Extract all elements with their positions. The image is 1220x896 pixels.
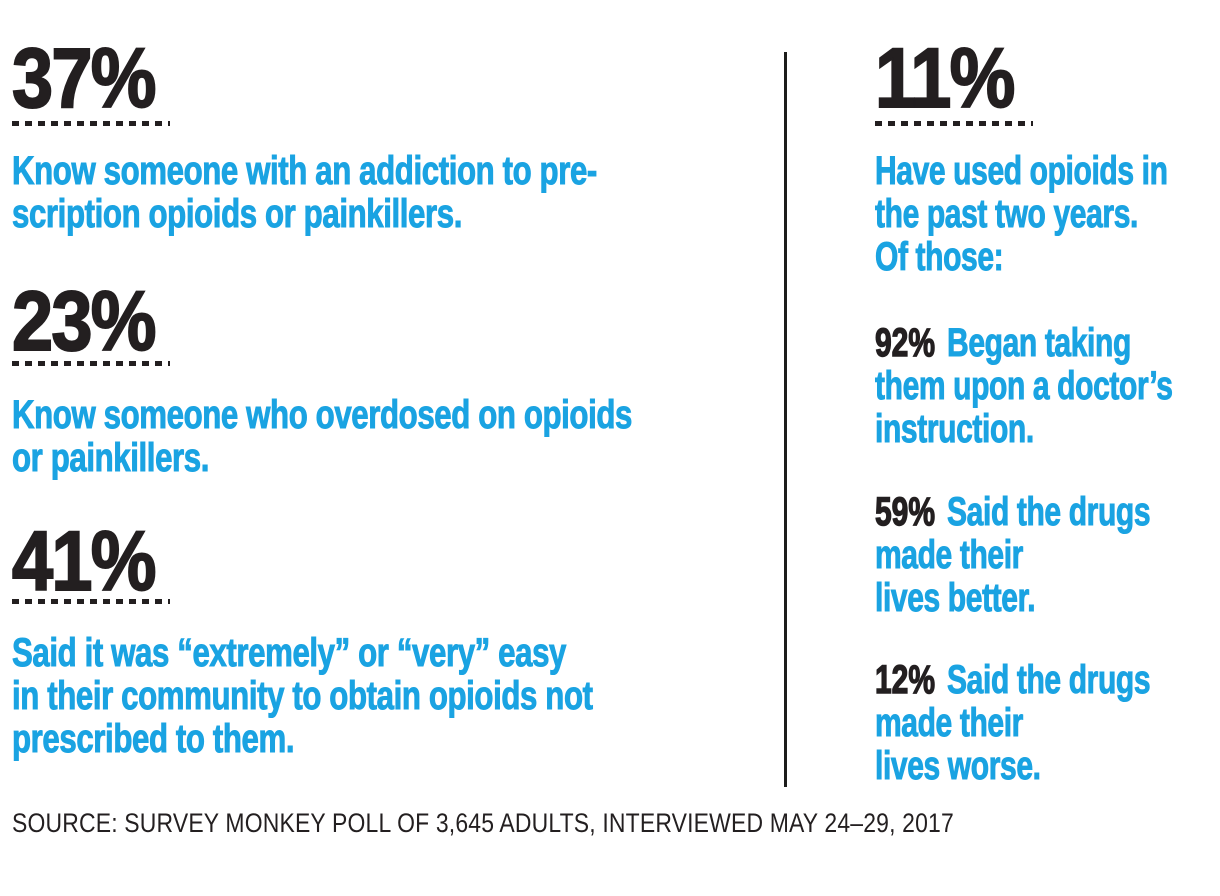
column-divider [784, 52, 787, 787]
breakdown-59: 59% Said the drugs made their lives bette… [874, 490, 1220, 621]
breakdown-12: 12% Said the drugs made their lives worse… [874, 658, 1220, 789]
breakdown-92: 92% Began taking them upon a doctor’s ins… [874, 321, 1220, 452]
breakdown-92-value: 92% [874, 321, 936, 366]
stat-23-value: 23% [11, 274, 157, 368]
breakdown-92-text: Began taking them upon a doctor’s instru… [875, 321, 1174, 452]
stat-11-value: 11% [874, 31, 1016, 125]
stat-23-description: Know someone who overdosed on opioids or… [12, 393, 633, 481]
dotted-divider [875, 121, 1033, 126]
stat-37-description: Know someone with an addiction to pre- s… [12, 149, 598, 237]
dotted-divider [12, 121, 170, 126]
stat-37-value: 37% [11, 31, 157, 125]
source-attribution: SOURCE: SURVEY MONKEY POLL OF 3,645 ADUL… [12, 808, 954, 838]
dotted-divider [12, 361, 170, 366]
breakdown-12-text: Said the drugs made their lives worse. [875, 658, 1151, 789]
stat-11-description: Have used opioids in the past two years.… [875, 149, 1169, 280]
breakdown-59-text: Said the drugs made their lives better. [875, 490, 1151, 621]
breakdown-12-value: 12% [874, 658, 936, 703]
stat-41-description: Said it was “extremely” or “very” easy i… [12, 631, 594, 762]
breakdown-59-value: 59% [874, 490, 936, 535]
stat-41-value: 41% [11, 514, 157, 608]
dotted-divider [12, 599, 170, 604]
